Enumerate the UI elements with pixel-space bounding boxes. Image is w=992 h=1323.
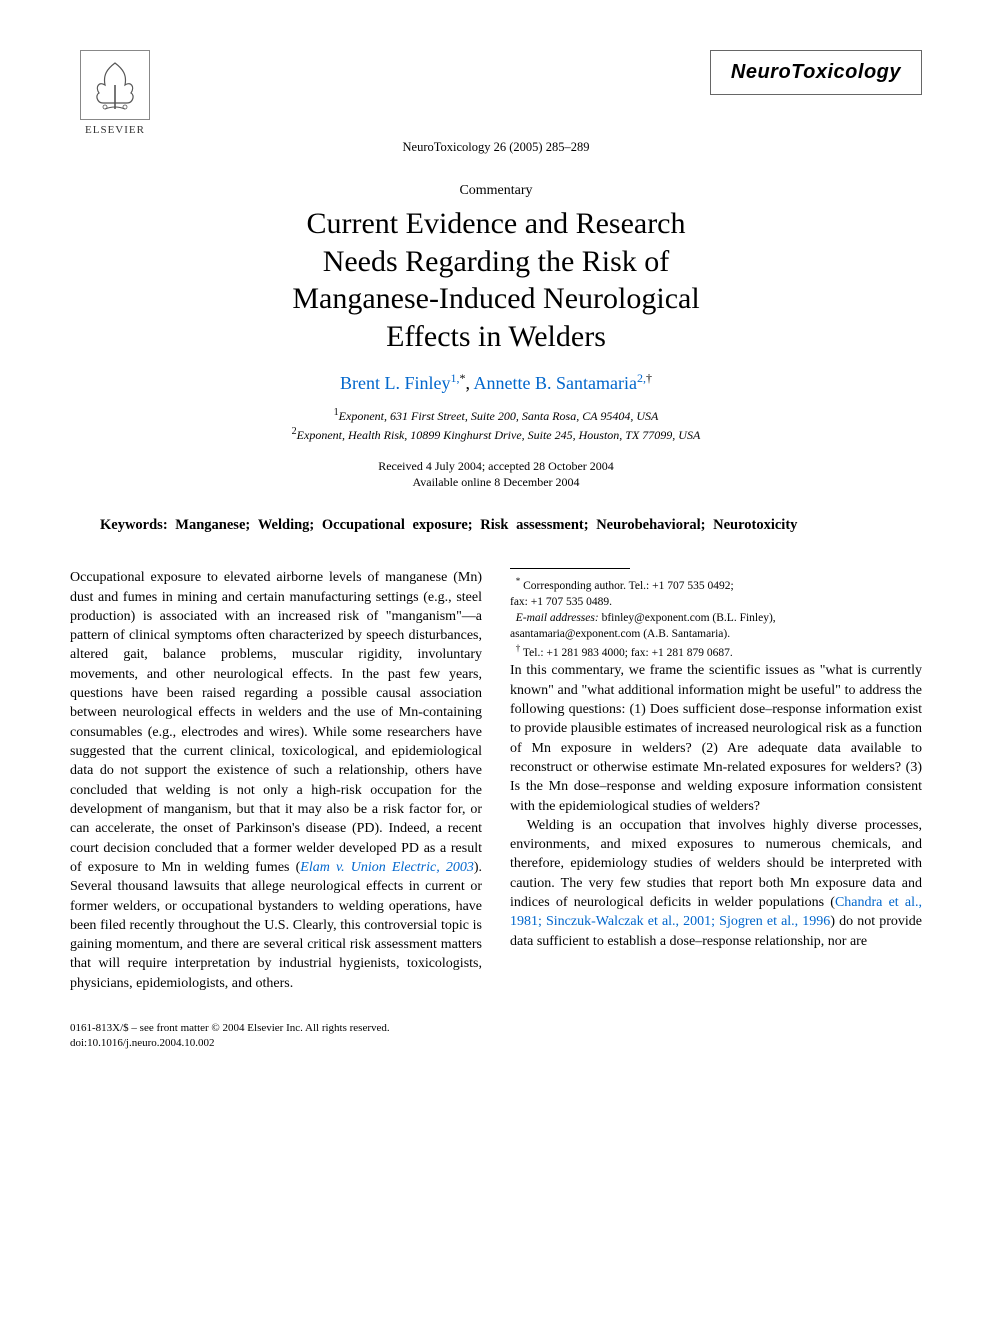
kw-4: Risk assessment; — [480, 517, 588, 533]
kw-2: Welding; — [258, 517, 314, 533]
corresponding-fax: fax: +1 707 535 0489. — [510, 594, 922, 610]
header-row: ELSEVIER NeuroToxicology — [70, 50, 922, 136]
title-line-1: Current Evidence and Research — [307, 207, 686, 240]
author-1-name[interactable]: Brent L. Finley — [340, 373, 451, 393]
author-2-mark: † — [646, 371, 652, 385]
available-online: Available online 8 December 2004 — [412, 475, 579, 489]
body-para-2: In this commentary, we frame the scienti… — [510, 661, 922, 816]
title-line-4: Effects in Welders — [386, 320, 606, 353]
author-2-aff-sup: 2, — [637, 371, 646, 385]
journal-name-box: NeuroToxicology — [710, 50, 922, 95]
kw-6: Neurotoxicity — [713, 517, 797, 533]
keywords-block: Keywords: Manganese; Welding; Occupation… — [100, 517, 892, 534]
email-line: E-mail addresses: bfinley@exponent.com (… — [510, 610, 922, 626]
citation-elam[interactable]: Elam v. Union Electric, 2003 — [300, 860, 474, 875]
footnote-rule — [510, 568, 630, 569]
body-para-3: Welding is an occupation that involves h… — [510, 816, 922, 951]
keywords-label: Keywords: — [100, 517, 168, 533]
title-line-2: Needs Regarding the Risk of — [323, 245, 670, 278]
elsevier-tree-icon — [85, 55, 145, 115]
kw-3: Occupational exposure; — [322, 517, 473, 533]
second-author-contact: † Tel.: +1 281 983 4000; fax: +1 281 879… — [510, 642, 922, 661]
p1b: ). Several thousand lawsuits that allege… — [70, 860, 482, 991]
dagger-text: Tel.: +1 281 983 4000; fax: +1 281 879 0… — [523, 647, 733, 659]
publisher-name: ELSEVIER — [85, 124, 145, 136]
publisher-block: ELSEVIER — [70, 50, 160, 136]
aff-2-text: Exponent, Health Risk, 10899 Kinghurst D… — [297, 428, 701, 442]
dates-block: Received 4 July 2004; accepted 28 Octobe… — [70, 458, 922, 492]
dagger-mark: † — [516, 643, 521, 653]
author-2-name[interactable]: Annette B. Santamaria — [474, 373, 637, 393]
email-label: E-mail addresses: — [516, 612, 599, 624]
received-accepted: Received 4 July 2004; accepted 28 Octobe… — [378, 459, 614, 473]
copyright-line: 0161-813X/$ – see front matter © 2004 El… — [70, 1021, 922, 1036]
title-line-3: Manganese-Induced Neurological — [292, 282, 699, 315]
article-title: Current Evidence and Research Needs Rega… — [130, 205, 862, 355]
corr-mark: * — [516, 576, 521, 586]
doi-line: doi:10.1016/j.neuro.2004.10.002 — [70, 1036, 922, 1051]
corresponding-author: * Corresponding author. Tel.: +1 707 535… — [510, 575, 922, 594]
author-1-mark: * — [460, 371, 466, 385]
email-2: asantamaria@exponent.com (A.B. Santamari… — [510, 626, 922, 642]
p1a: Occupational exposure to elevated airbor… — [70, 570, 482, 875]
citation-line: NeuroToxicology 26 (2005) 285–289 — [70, 140, 922, 155]
body-para-1: Occupational exposure to elevated airbor… — [70, 568, 482, 993]
body-columns: Occupational exposure to elevated airbor… — [70, 568, 922, 993]
footnotes-block: * Corresponding author. Tel.: +1 707 535… — [510, 568, 922, 661]
affiliations-block: 1Exponent, 631 First Street, Suite 200, … — [70, 406, 922, 444]
publisher-logo-icon — [80, 50, 150, 120]
copyright-doi-block: 0161-813X/$ – see front matter © 2004 El… — [70, 1021, 922, 1052]
email-1: bfinley@exponent.com (B.L. Finley), — [602, 612, 776, 624]
kw-5: Neurobehavioral; — [596, 517, 705, 533]
aff-1-text: Exponent, 631 First Street, Suite 200, S… — [339, 409, 659, 423]
authors-line: Brent L. Finley1,*, Annette B. Santamari… — [70, 371, 922, 394]
author-1-aff-sup: 1, — [451, 371, 460, 385]
corr-text: Corresponding author. Tel.: +1 707 535 0… — [523, 580, 734, 592]
article-type: Commentary — [70, 183, 922, 199]
kw-1: Manganese; — [175, 517, 250, 533]
